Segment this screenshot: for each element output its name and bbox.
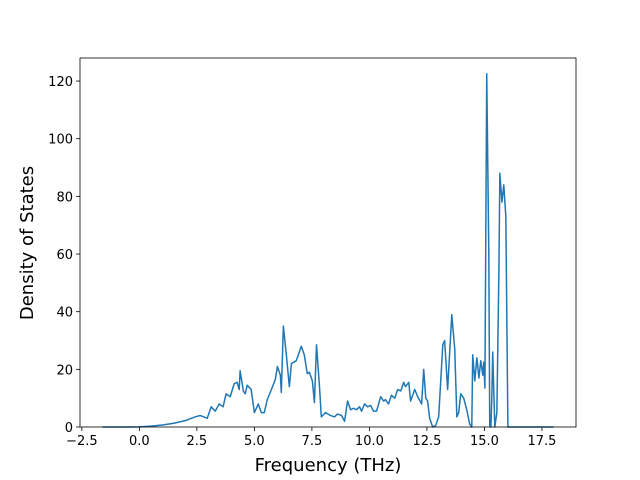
y-tick-label: 40 — [56, 306, 73, 321]
x-tick-label: 12.5 — [412, 434, 441, 449]
y-tick-label: 100 — [48, 133, 73, 148]
y-tick-label: 120 — [48, 75, 73, 90]
y-tick-label: 0 — [65, 421, 73, 436]
x-tick-label: 17.5 — [527, 434, 556, 449]
x-tick-label: 7.5 — [302, 434, 323, 449]
y-tick-label: 80 — [56, 190, 73, 205]
x-tick-label: 5.0 — [244, 434, 265, 449]
x-tick-label: 2.5 — [187, 434, 208, 449]
line-series — [102, 73, 554, 428]
plot-frame — [79, 57, 577, 428]
y-tick-label: 60 — [56, 248, 73, 263]
x-tick-label: −2.5 — [66, 434, 98, 449]
x-axis-label: Frequency (THz) — [255, 455, 402, 476]
y-axis-label: Density of States — [17, 166, 38, 320]
x-tick-label: 0.0 — [129, 434, 150, 449]
y-tick-label: 20 — [56, 363, 73, 378]
x-tick-label: 10.0 — [355, 434, 384, 449]
x-tick-label: 15.0 — [470, 434, 499, 449]
